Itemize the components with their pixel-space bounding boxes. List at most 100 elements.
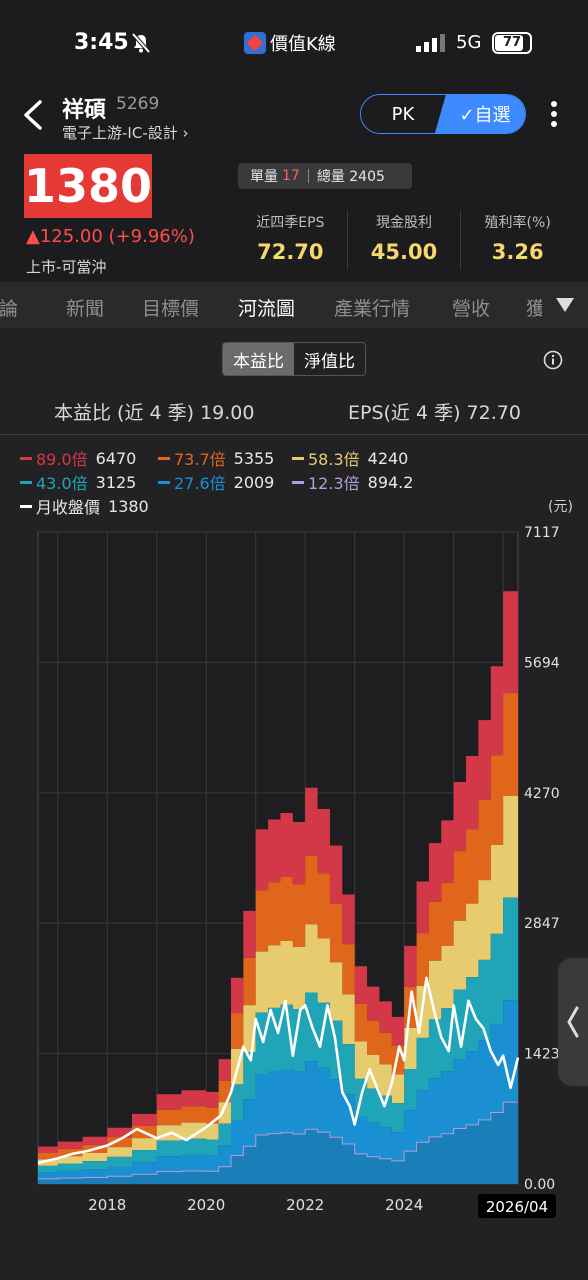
pk-button[interactable]: PK xyxy=(361,95,445,133)
watchlist-button[interactable]: ✓自選 xyxy=(435,95,525,133)
legend-multiple: 43.0倍 xyxy=(36,474,88,493)
metric-dividend: 現金股利 45.00 xyxy=(348,210,462,270)
river-chart-panel: 本益比 淨值比 本益比 (近 4 季) 19.00 EPS(近 4 季) 72.… xyxy=(0,328,588,1280)
metric-yield: 殖利率(%) 3.26 xyxy=(461,210,574,270)
legend-multiple: 27.6倍 xyxy=(174,474,226,493)
metric-value: 3.26 xyxy=(491,240,544,264)
legend-swatch xyxy=(292,456,304,460)
more-vertical-icon[interactable] xyxy=(546,100,562,128)
legend-item: 43.0倍 3125 xyxy=(20,470,136,494)
eps-summary: EPS(近 4 季) 72.70 xyxy=(348,402,521,424)
x-tick-label: 2024 xyxy=(385,1196,423,1214)
legend-swatch xyxy=(20,504,32,508)
stock-name: 祥碩 xyxy=(62,98,107,123)
metrics-row: 近四季EPS 72.70 現金股利 45.00 殖利率(%) 3.26 xyxy=(234,210,574,270)
single-volume: 17 xyxy=(282,168,300,184)
price-line xyxy=(37,976,520,1165)
bell-slash-icon xyxy=(131,32,151,54)
legend-multiple: 58.3倍 xyxy=(308,450,360,469)
divider xyxy=(0,434,588,435)
tab-dropdown-button[interactable] xyxy=(542,282,588,328)
legend-swatch xyxy=(292,480,304,484)
legend-value: 4240 xyxy=(367,448,409,468)
tab-bar: 討論 新聞 目標價 河流圖 產業行情 營收 獲 xyxy=(0,282,588,328)
industry-link[interactable]: 電子上游-IC-設計 › xyxy=(62,124,189,142)
battery-level: 77 xyxy=(502,35,522,50)
tab-discussion[interactable]: 討論 xyxy=(0,298,19,320)
info-icon[interactable] xyxy=(543,350,563,370)
status-bar: 3:45 價值K線 5G 77 xyxy=(0,0,588,88)
volume-pill: 單量 17 總量 2405 xyxy=(238,163,412,189)
market-label: 上市-可當沖 xyxy=(26,258,107,276)
tab-target-price[interactable]: 目標價 xyxy=(142,298,200,320)
metric-eps: 近四季EPS 72.70 xyxy=(234,210,348,270)
river-band xyxy=(38,693,518,1160)
y-tick-label: 2847 xyxy=(524,916,560,932)
legend-item: 月收盤價 1380 xyxy=(20,494,149,518)
legend-multiple: 12.3倍 xyxy=(308,474,360,493)
pe-summary: 本益比 (近 4 季) 19.00 xyxy=(54,402,255,424)
legend-item: 58.3倍 4240 xyxy=(292,446,408,470)
x-tick-label: 2020 xyxy=(187,1196,225,1214)
price-change: ▲125.00 (+9.96%) xyxy=(26,226,195,247)
back-icon[interactable] xyxy=(20,98,46,132)
battery-icon: 77 xyxy=(492,32,532,54)
signal-icon xyxy=(416,34,445,52)
metric-label: 現金股利 xyxy=(376,215,432,231)
legend-value: 894.2 xyxy=(367,472,414,492)
legend-swatch xyxy=(20,480,32,484)
river-band xyxy=(38,897,518,1173)
tab-river-chart[interactable]: 河流圖 xyxy=(238,298,296,320)
tab-profit[interactable]: 獲 xyxy=(526,298,546,320)
x-tick-label: 2018 xyxy=(88,1196,126,1214)
total-volume: 總量 2405 xyxy=(316,169,385,185)
stock-code: 5269 xyxy=(116,94,160,114)
price: 1380 xyxy=(24,154,152,218)
legend-item: 73.7倍 5355 xyxy=(158,446,274,470)
current-date-badge xyxy=(478,1194,556,1218)
legend-item: 12.3倍 894.2 xyxy=(292,470,413,494)
legend-swatch xyxy=(158,456,170,460)
metric-value: 72.70 xyxy=(257,240,324,264)
ratio-toggle: 本益比 淨值比 xyxy=(222,342,366,376)
status-app: 價值K線 xyxy=(244,30,336,56)
legend-swatch xyxy=(20,456,32,460)
river-band-edge xyxy=(38,1101,518,1180)
tab-revenue[interactable]: 營收 xyxy=(452,298,491,320)
legend-value: 3125 xyxy=(95,472,137,492)
y-tick-label: 1423 xyxy=(524,1047,560,1063)
y-tick-label: 4270 xyxy=(524,786,560,802)
pk-watch-group: PK ✓自選 xyxy=(360,94,526,134)
legend-value: 2009 xyxy=(233,472,275,492)
legend-item: 89.0倍 6470 xyxy=(20,446,136,470)
river-band xyxy=(38,1102,518,1184)
river-band xyxy=(38,591,518,1153)
metric-label: 近四季EPS xyxy=(256,215,325,231)
triangle-down-icon xyxy=(556,298,574,312)
stock-header: 祥碩 5269 電子上游-IC-設計 › PK ✓自選 xyxy=(0,88,588,148)
legend-multiple: 月收盤價 xyxy=(36,498,101,517)
legend-swatch xyxy=(158,480,170,484)
legend-value: 6470 xyxy=(95,448,137,468)
tab-industry[interactable]: 產業行情 xyxy=(334,298,411,320)
side-panel-handle[interactable] xyxy=(558,958,588,1086)
y-unit-label: (元) xyxy=(548,499,573,515)
legend-multiple: 89.0倍 xyxy=(36,450,88,469)
metric-label: 殖利率(%) xyxy=(484,215,551,231)
river-band xyxy=(38,795,518,1166)
pb-ratio-button[interactable]: 淨值比 xyxy=(304,351,355,372)
chevron-left-icon xyxy=(567,1006,579,1038)
river-band xyxy=(38,1000,518,1179)
legend-value: 1380 xyxy=(108,496,149,516)
network-label: 5G xyxy=(456,32,482,53)
single-volume-label: 單量 xyxy=(250,169,278,185)
y-tick-label: 7117 xyxy=(524,525,560,541)
pe-ratio-button[interactable]: 本益比 xyxy=(223,343,294,375)
legend-value: 5355 xyxy=(233,448,275,468)
y-tick-label: 0.00 xyxy=(524,1177,555,1193)
tab-news[interactable]: 新聞 xyxy=(66,298,105,320)
x-tick-label: 2022 xyxy=(286,1196,324,1214)
status-app-name: 價值K線 xyxy=(270,34,336,55)
legend-multiple: 73.7倍 xyxy=(174,450,226,469)
current-date-label: 2026/04 xyxy=(486,1198,548,1216)
